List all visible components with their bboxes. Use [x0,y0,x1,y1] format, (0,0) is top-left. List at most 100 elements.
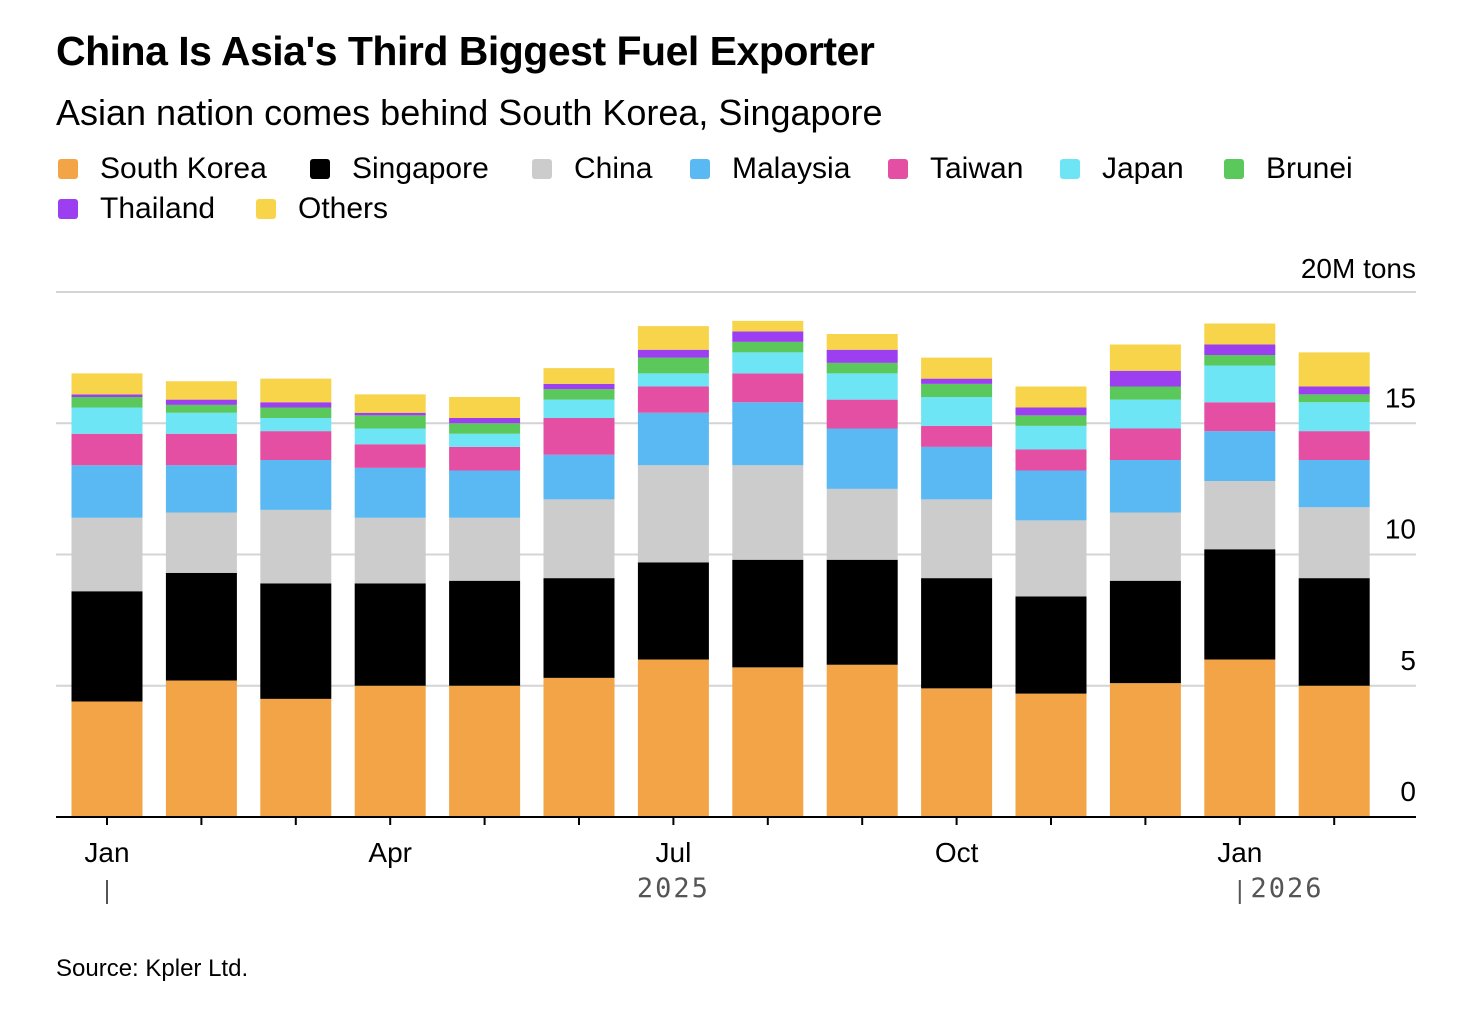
bar-segment [71,407,143,434]
legend-label: Japan [1102,152,1184,185]
bar-segment [732,352,804,374]
bar-segment [1204,323,1276,345]
year-label: 2025 [637,873,710,904]
bar-segment [826,428,898,489]
bar-segment [732,667,804,817]
bar-segment [260,407,332,418]
bar-segment [1109,399,1181,429]
bar-segment [1298,431,1370,460]
legend-swatch [256,199,276,219]
bar-segment [921,397,993,426]
bar-segment [543,368,615,384]
bar-segment [71,465,143,518]
bar-segment [732,341,804,353]
bar-segment [826,362,898,374]
x-tick-label: Oct [935,837,979,868]
bar-segment [826,559,898,665]
bar-segment [1015,415,1087,426]
bar-segment [637,357,709,374]
bar-segment [260,509,332,584]
bar-segment [354,583,426,686]
bar-segment [1109,580,1181,684]
bar-segment [921,383,993,397]
legend-label: China [574,152,653,185]
bar-segment [921,378,993,384]
bar-segment [260,460,332,510]
bar-segment [71,394,143,397]
bar-segment [354,412,426,416]
bar-segment [826,349,898,363]
bar-segment [449,517,521,581]
bar-segment [921,425,993,447]
legend-item: Brunei [1224,152,1353,186]
y-tick-label: 10 [1385,514,1416,545]
bar-segment [1109,386,1181,400]
bar-segment [449,397,521,418]
legend-item: Singapore [310,152,489,186]
bar-segment [1109,512,1181,581]
bar-segment [1298,394,1370,403]
bar-segment [1015,693,1087,817]
bar-segment [1015,386,1087,408]
bar-segment [354,394,426,413]
bar-segment [543,383,615,390]
legend-swatch [58,199,78,219]
bar-segment [732,559,804,668]
bar-segment [1109,460,1181,513]
bar-segment [1298,386,1370,395]
bar-segment [165,399,237,405]
stacked-bar-chart: 20M tons 0 5 10 15 Jan Apr Jul Oct Jan 2025 2026 [56,253,1416,904]
bar-segment [1015,470,1087,521]
bar-segment [732,402,804,466]
legend-item: South Korea [58,152,267,186]
legend-label: Thailand [100,192,216,225]
bar-segment [165,412,237,434]
bar-segment [826,334,898,350]
bar-segment [543,454,615,500]
bar-segment [543,389,615,400]
legend-item: China [532,152,652,186]
bar-segment [732,373,804,403]
legend-item: Malaysia [690,152,850,186]
bar-segment [1204,481,1276,550]
bar-segment [449,423,521,434]
legend-item: Taiwan [888,152,1023,186]
legend-item: Others [256,192,388,226]
bar-segment [637,412,709,466]
bar-segment [637,659,709,817]
legend-label: South Korea [100,152,267,185]
bar-segment [1204,659,1276,817]
bar-segment [543,499,615,579]
bar-segment [260,418,332,432]
bar-segment [732,331,804,342]
bar-segment [1298,507,1370,579]
bar-segment [354,517,426,584]
bar-segment [1015,520,1087,597]
legend-label: Malaysia [732,152,851,185]
bar-segment [921,446,993,500]
bar-segment [165,680,237,817]
source-note: Source: Kpler Ltd. [56,955,249,982]
bar-segment [260,431,332,460]
y-tick-label: 0 [1400,776,1416,807]
bar-segment [1109,370,1181,387]
x-tick-label: Apr [368,837,412,868]
bar-segment [449,418,521,424]
bar-segment [1015,425,1087,450]
bar-segment [921,499,993,579]
bar-segment [260,378,332,403]
bar-segment [260,583,332,699]
year-label: 2026 [1250,873,1323,904]
legend-swatch [58,159,78,179]
bar-segment [826,399,898,429]
bar-segment [637,465,709,563]
x-tick-label: Jan [84,837,129,868]
bar-segment [165,512,237,573]
y-tick-label: 5 [1400,645,1416,676]
bar-segment [1298,402,1370,432]
y-tick-label: 15 [1385,382,1416,413]
bar-segment [1015,449,1087,471]
bar-segment [260,698,332,817]
bar-segment [260,402,332,408]
bar-segment [1109,428,1181,460]
